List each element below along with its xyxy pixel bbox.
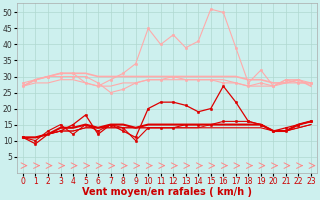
- X-axis label: Vent moyen/en rafales ( km/h ): Vent moyen/en rafales ( km/h ): [82, 187, 252, 197]
